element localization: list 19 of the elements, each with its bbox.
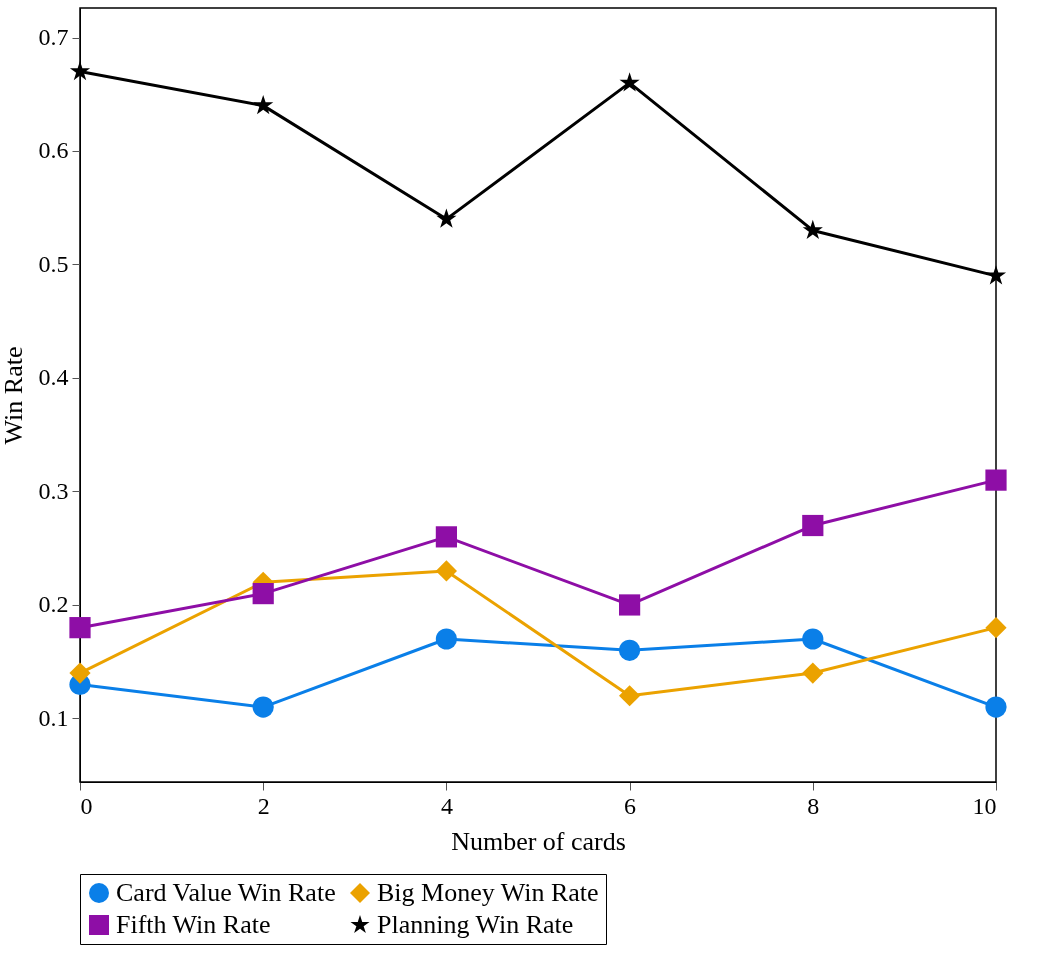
y-tick-label: 0.7: [38, 24, 69, 51]
x-tick-label: 4: [440, 792, 453, 819]
x-tick-label: 6: [624, 792, 637, 819]
x-axis-title: Number of cards: [451, 826, 626, 856]
x-tick-label: 10: [972, 792, 997, 819]
y-tick-label: 0.5: [38, 250, 69, 277]
legend-label: Planning Win Rate: [377, 910, 574, 939]
y-tick-label: 0.4: [38, 364, 69, 391]
legend-label: Fifth Win Rate: [116, 910, 271, 939]
y-tick-label: 0.6: [38, 137, 69, 164]
legend-label: Card Value Win Rate: [116, 878, 336, 907]
y-tick-label: 0.1: [38, 704, 69, 731]
y-axis-title: Win Rate: [0, 346, 28, 445]
x-tick-label: 8: [807, 792, 820, 819]
legend-label: Big Money Win Rate: [377, 878, 599, 907]
y-tick-label: 0.2: [38, 591, 69, 618]
x-tick-label: 2: [257, 792, 270, 819]
x-tick-label: 0: [80, 792, 93, 819]
y-tick-label: 0.3: [38, 477, 69, 504]
